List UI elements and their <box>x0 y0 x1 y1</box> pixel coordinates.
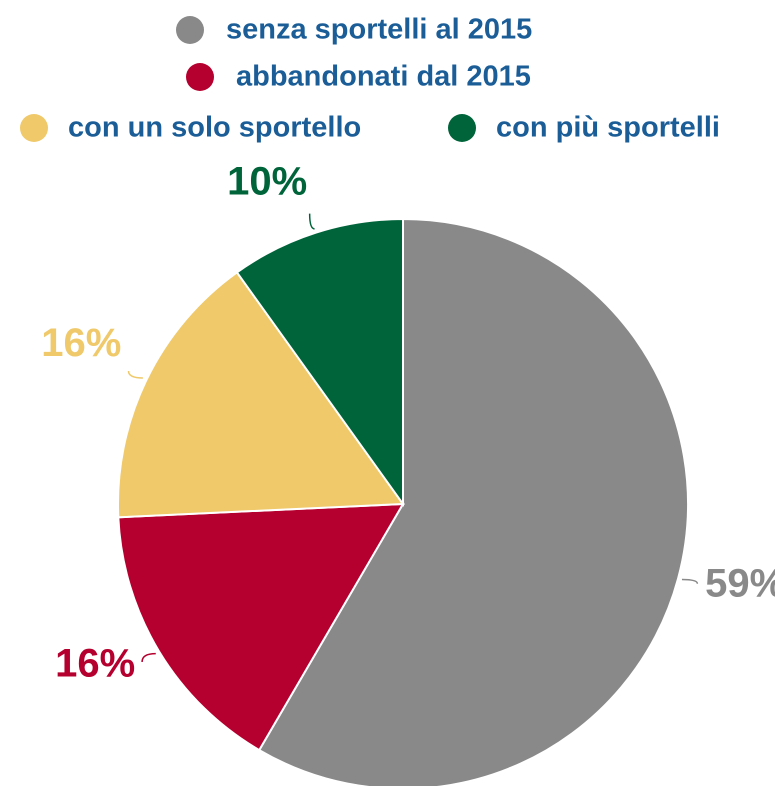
pie-slice <box>235 217 404 508</box>
legend-marker <box>176 16 204 44</box>
leader-line <box>681 578 699 584</box>
data-label: 16% <box>41 321 121 365</box>
legend: senza sportelli al 2015 abbandonati dal … <box>20 14 720 144</box>
leader-line <box>141 652 156 663</box>
leader-line <box>127 370 143 379</box>
legend-marker <box>20 114 48 142</box>
leader-line <box>308 213 315 230</box>
legend-label: senza sportelli al 2015 <box>226 14 532 46</box>
legend-label: con un solo sportello <box>68 112 361 144</box>
pie-slice <box>117 270 405 519</box>
pie-slice <box>257 217 689 786</box>
legend-label: con più sportelli <box>496 112 720 144</box>
pie-slice <box>117 502 405 752</box>
legend-label: abbandonati dal 2015 <box>236 61 531 93</box>
data-label: 59% <box>705 561 775 605</box>
legend-marker <box>448 114 476 142</box>
data-label: 10% <box>227 160 307 204</box>
legend-marker <box>186 63 214 91</box>
data-label: 16% <box>55 642 135 686</box>
